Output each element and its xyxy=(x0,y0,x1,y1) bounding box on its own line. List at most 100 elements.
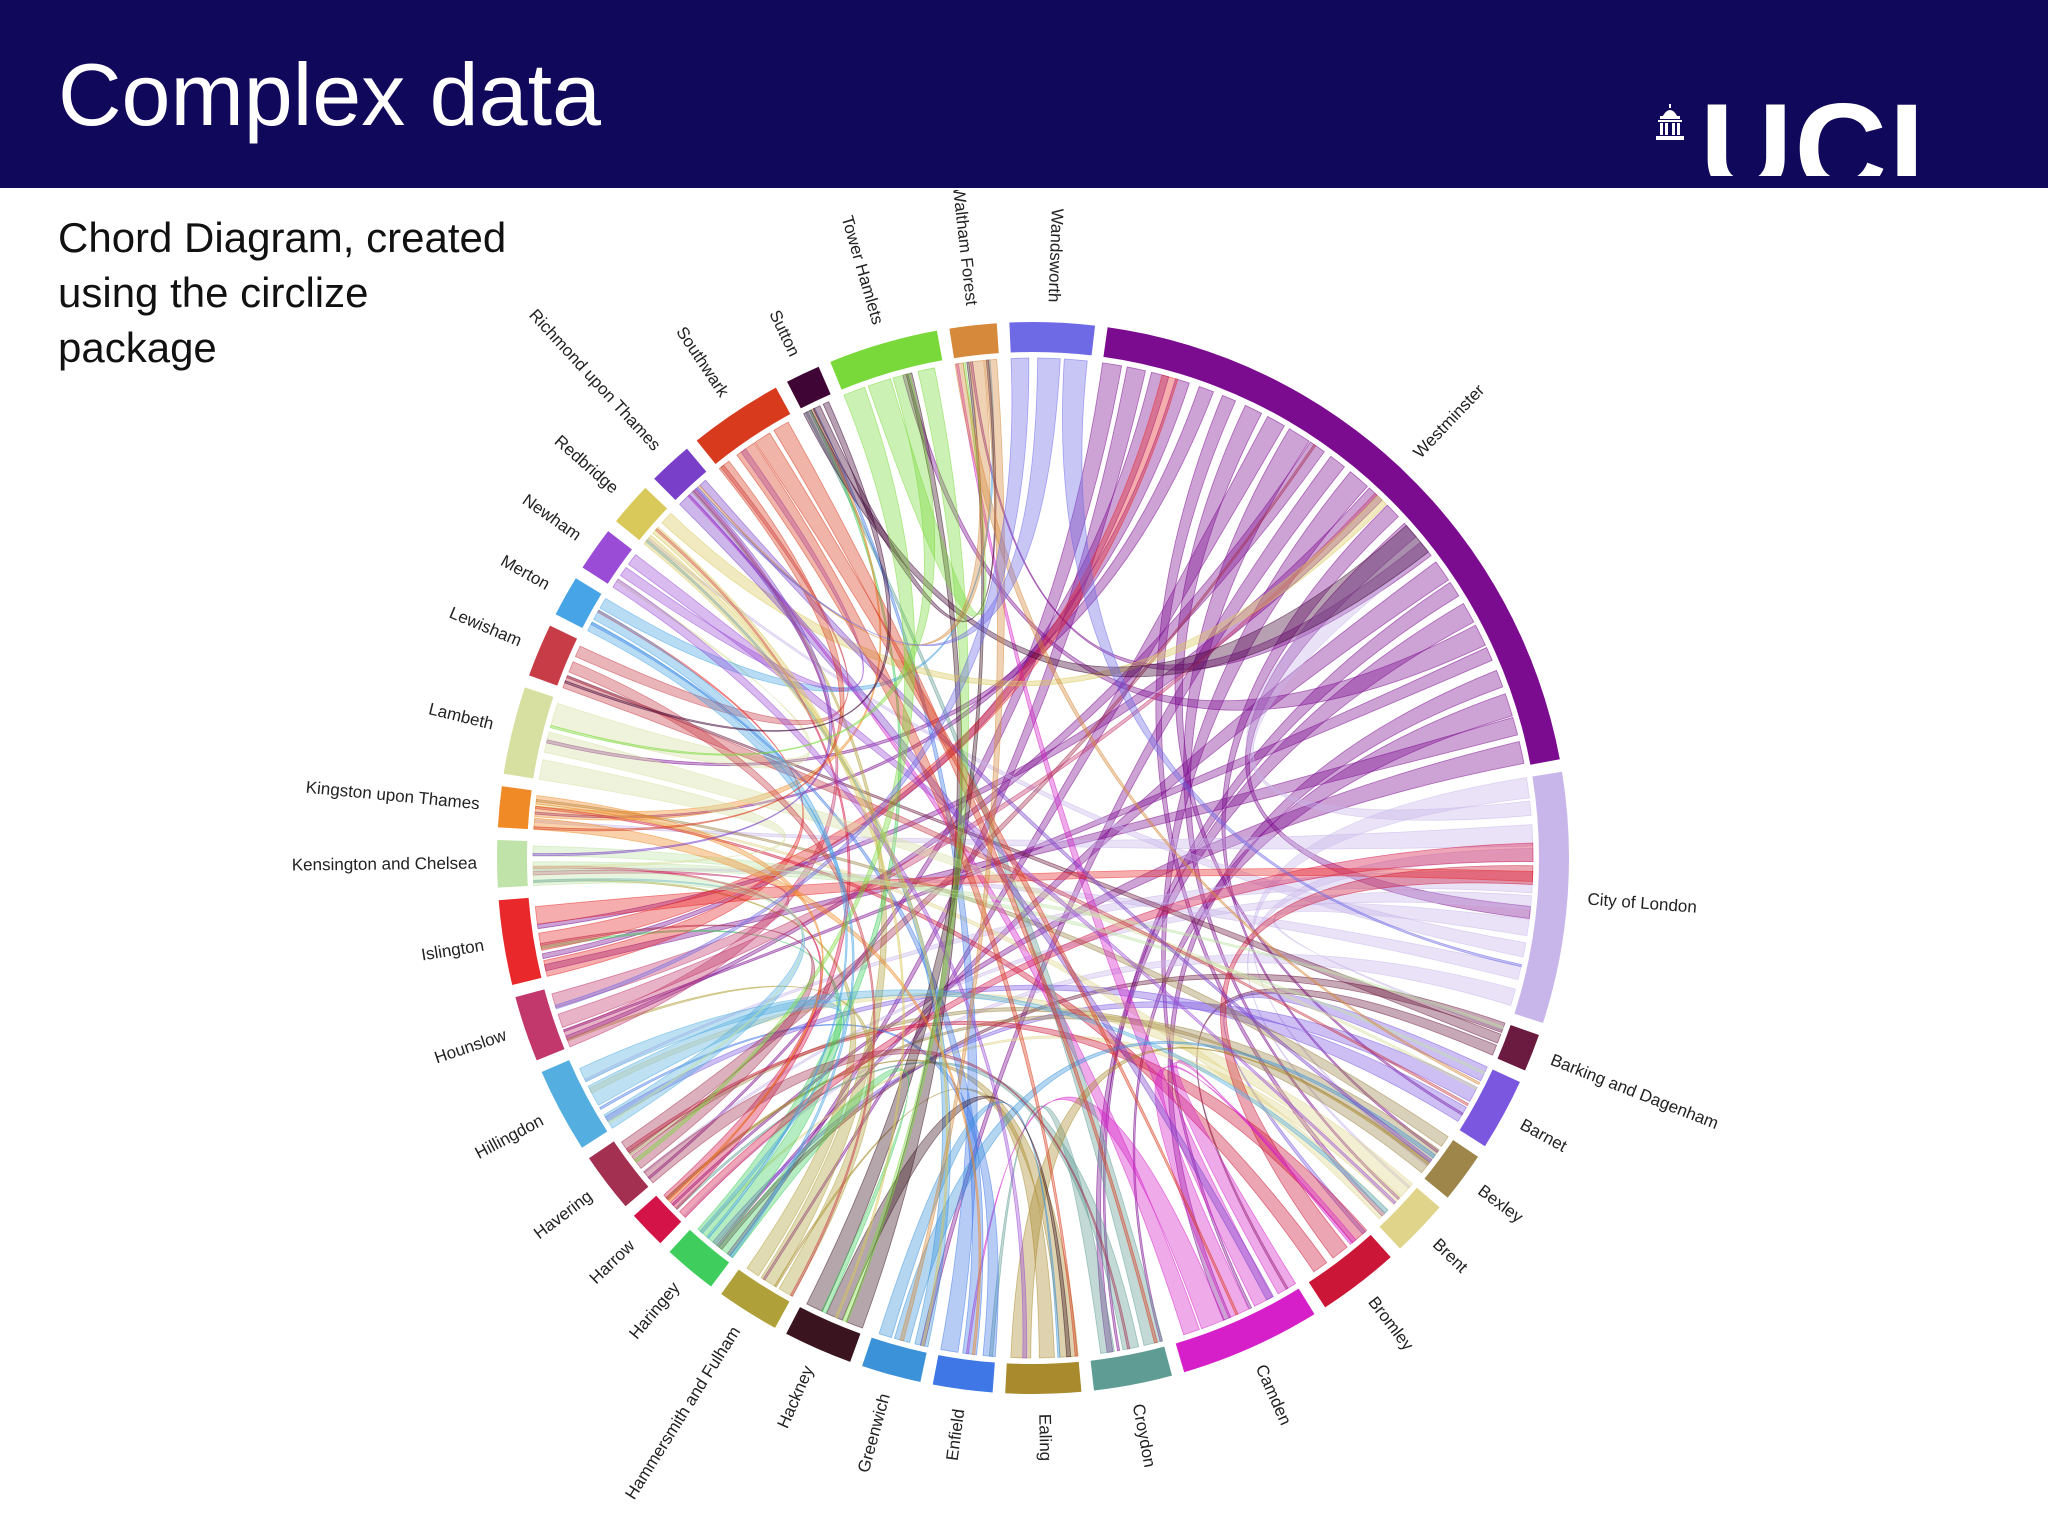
sector-label: Camden xyxy=(1252,1362,1296,1428)
sector-arc xyxy=(1379,1187,1440,1249)
sector-label: Tower Hamlets xyxy=(838,213,888,326)
chord-ribbon xyxy=(1062,358,1522,968)
sector-label: Greenwich xyxy=(854,1391,894,1474)
chord-ribbon xyxy=(587,621,855,1258)
chord-ribbon xyxy=(554,357,1030,1010)
sector-arc xyxy=(669,1229,730,1287)
sector-arc xyxy=(1459,1069,1520,1147)
sector-arc xyxy=(498,897,542,985)
sector-arc xyxy=(1103,327,1560,765)
chord-sectors xyxy=(497,321,1569,1394)
caption-line: package xyxy=(58,324,217,371)
chord-ribbon xyxy=(1171,1060,1353,1295)
header-bar xyxy=(0,0,2048,188)
sector-label: Bromley xyxy=(1364,1293,1417,1354)
sector-arc xyxy=(582,531,632,584)
chord-ribbon xyxy=(627,1007,1431,1174)
chord-ribbon xyxy=(842,367,970,1323)
sector-label: Hammersmith and Fulham xyxy=(621,1323,744,1503)
chord-ribbon xyxy=(533,817,982,1356)
sector-arc xyxy=(1090,1346,1173,1391)
sector-arc xyxy=(497,786,532,830)
sector-arc xyxy=(541,1060,608,1148)
sector-arc xyxy=(949,323,999,359)
sector-arc xyxy=(696,387,791,464)
chord-ribbon xyxy=(652,526,905,1319)
chord-ribbon xyxy=(543,731,1478,1091)
sector-label: Merton xyxy=(498,551,553,593)
sector-label: Ealing xyxy=(1035,1414,1055,1462)
chord-ribbon xyxy=(899,358,1006,1342)
chord-ribbon xyxy=(633,386,916,1164)
chord-ribbon xyxy=(568,661,876,1297)
chord-ribbon xyxy=(773,421,1158,1344)
chord-ribbon xyxy=(699,479,1433,1163)
sector-label: Havering xyxy=(530,1187,596,1243)
sector-label: Enfield xyxy=(943,1408,969,1462)
sector-arc xyxy=(515,989,565,1061)
sector-arc xyxy=(615,487,668,541)
sector-label: Islington xyxy=(420,936,486,965)
chord-diagram: Westminster City of London Barking and Dag… xyxy=(292,190,1722,1503)
sector-label: Bexley xyxy=(1474,1181,1527,1227)
sector-arc xyxy=(786,1307,861,1362)
chord-ribbon xyxy=(535,795,824,1203)
sector-arc xyxy=(1308,1234,1391,1308)
sector-arc xyxy=(654,448,707,501)
sector-label: Waltham Forest xyxy=(949,190,981,307)
sector-arc xyxy=(1175,1288,1315,1373)
sector-label: Kensington and Chelsea xyxy=(292,854,478,875)
sector-label: Wandsworth xyxy=(1045,208,1067,302)
sector-arc xyxy=(721,1269,790,1328)
caption-line: using the circlize xyxy=(58,269,369,316)
chord-ribbon xyxy=(893,1041,1436,1344)
sector-label: Sutton xyxy=(765,307,803,360)
chord-ribbon xyxy=(562,675,1469,1107)
chord-ribbon xyxy=(1161,471,1369,1310)
sector-arc xyxy=(830,330,943,390)
sector-label: Hillingdon xyxy=(472,1111,547,1163)
chord-ribbon xyxy=(541,371,1170,960)
chord-ribbon xyxy=(564,401,892,732)
sector-arc xyxy=(497,839,528,888)
chord-ribbon xyxy=(587,999,845,1234)
sector-arc xyxy=(787,366,831,409)
chord-ribbon xyxy=(593,609,848,1240)
chord-ribbon xyxy=(1010,1046,1430,1359)
sector-label: Barnet xyxy=(1517,1115,1570,1156)
chord-ribbon xyxy=(878,1101,1061,1358)
sector-label: Southwark xyxy=(672,323,733,401)
chord-ribbon xyxy=(549,372,936,756)
chord-ribbon xyxy=(643,1049,1131,1350)
chord-ribbon xyxy=(661,495,1387,687)
chord-ribbon xyxy=(679,494,1274,1301)
chord-ribbon xyxy=(1154,1065,1357,1319)
chord-ribbon xyxy=(773,1088,1055,1359)
sector-label: Westminster xyxy=(1409,380,1488,461)
sector-label: Harrow xyxy=(586,1236,639,1288)
chord-ribbon xyxy=(1102,581,1460,1352)
sector-arc xyxy=(932,1355,995,1393)
ucl-logo: UCL xyxy=(1650,86,1980,188)
chord-ribbon xyxy=(534,868,1534,925)
chord-ribbon xyxy=(736,442,1078,1357)
sector-arc xyxy=(1009,321,1096,356)
caption-line: Chord Diagram, created xyxy=(58,214,507,261)
sector-arc xyxy=(1514,771,1569,1023)
portico-dome-icon xyxy=(1656,104,1684,140)
sector-label: Hounslow xyxy=(432,1025,509,1067)
sector-arc xyxy=(633,1195,682,1244)
sector-label: Hackney xyxy=(773,1363,817,1432)
sector-label: Brent xyxy=(1429,1235,1472,1277)
sector-arc xyxy=(1497,1025,1539,1071)
chord-ribbon xyxy=(803,409,1430,678)
chord-ribbon xyxy=(806,361,985,1312)
sector-label: Haringey xyxy=(625,1278,683,1343)
sector-arc xyxy=(503,687,554,779)
chord-ribbon xyxy=(532,759,786,870)
chord-ribbon xyxy=(578,989,1389,1214)
sector-arc xyxy=(555,578,602,628)
chord-ribbon xyxy=(675,1061,1140,1351)
chord-ribbon xyxy=(627,554,1397,1205)
sector-label: Newham xyxy=(519,490,585,544)
